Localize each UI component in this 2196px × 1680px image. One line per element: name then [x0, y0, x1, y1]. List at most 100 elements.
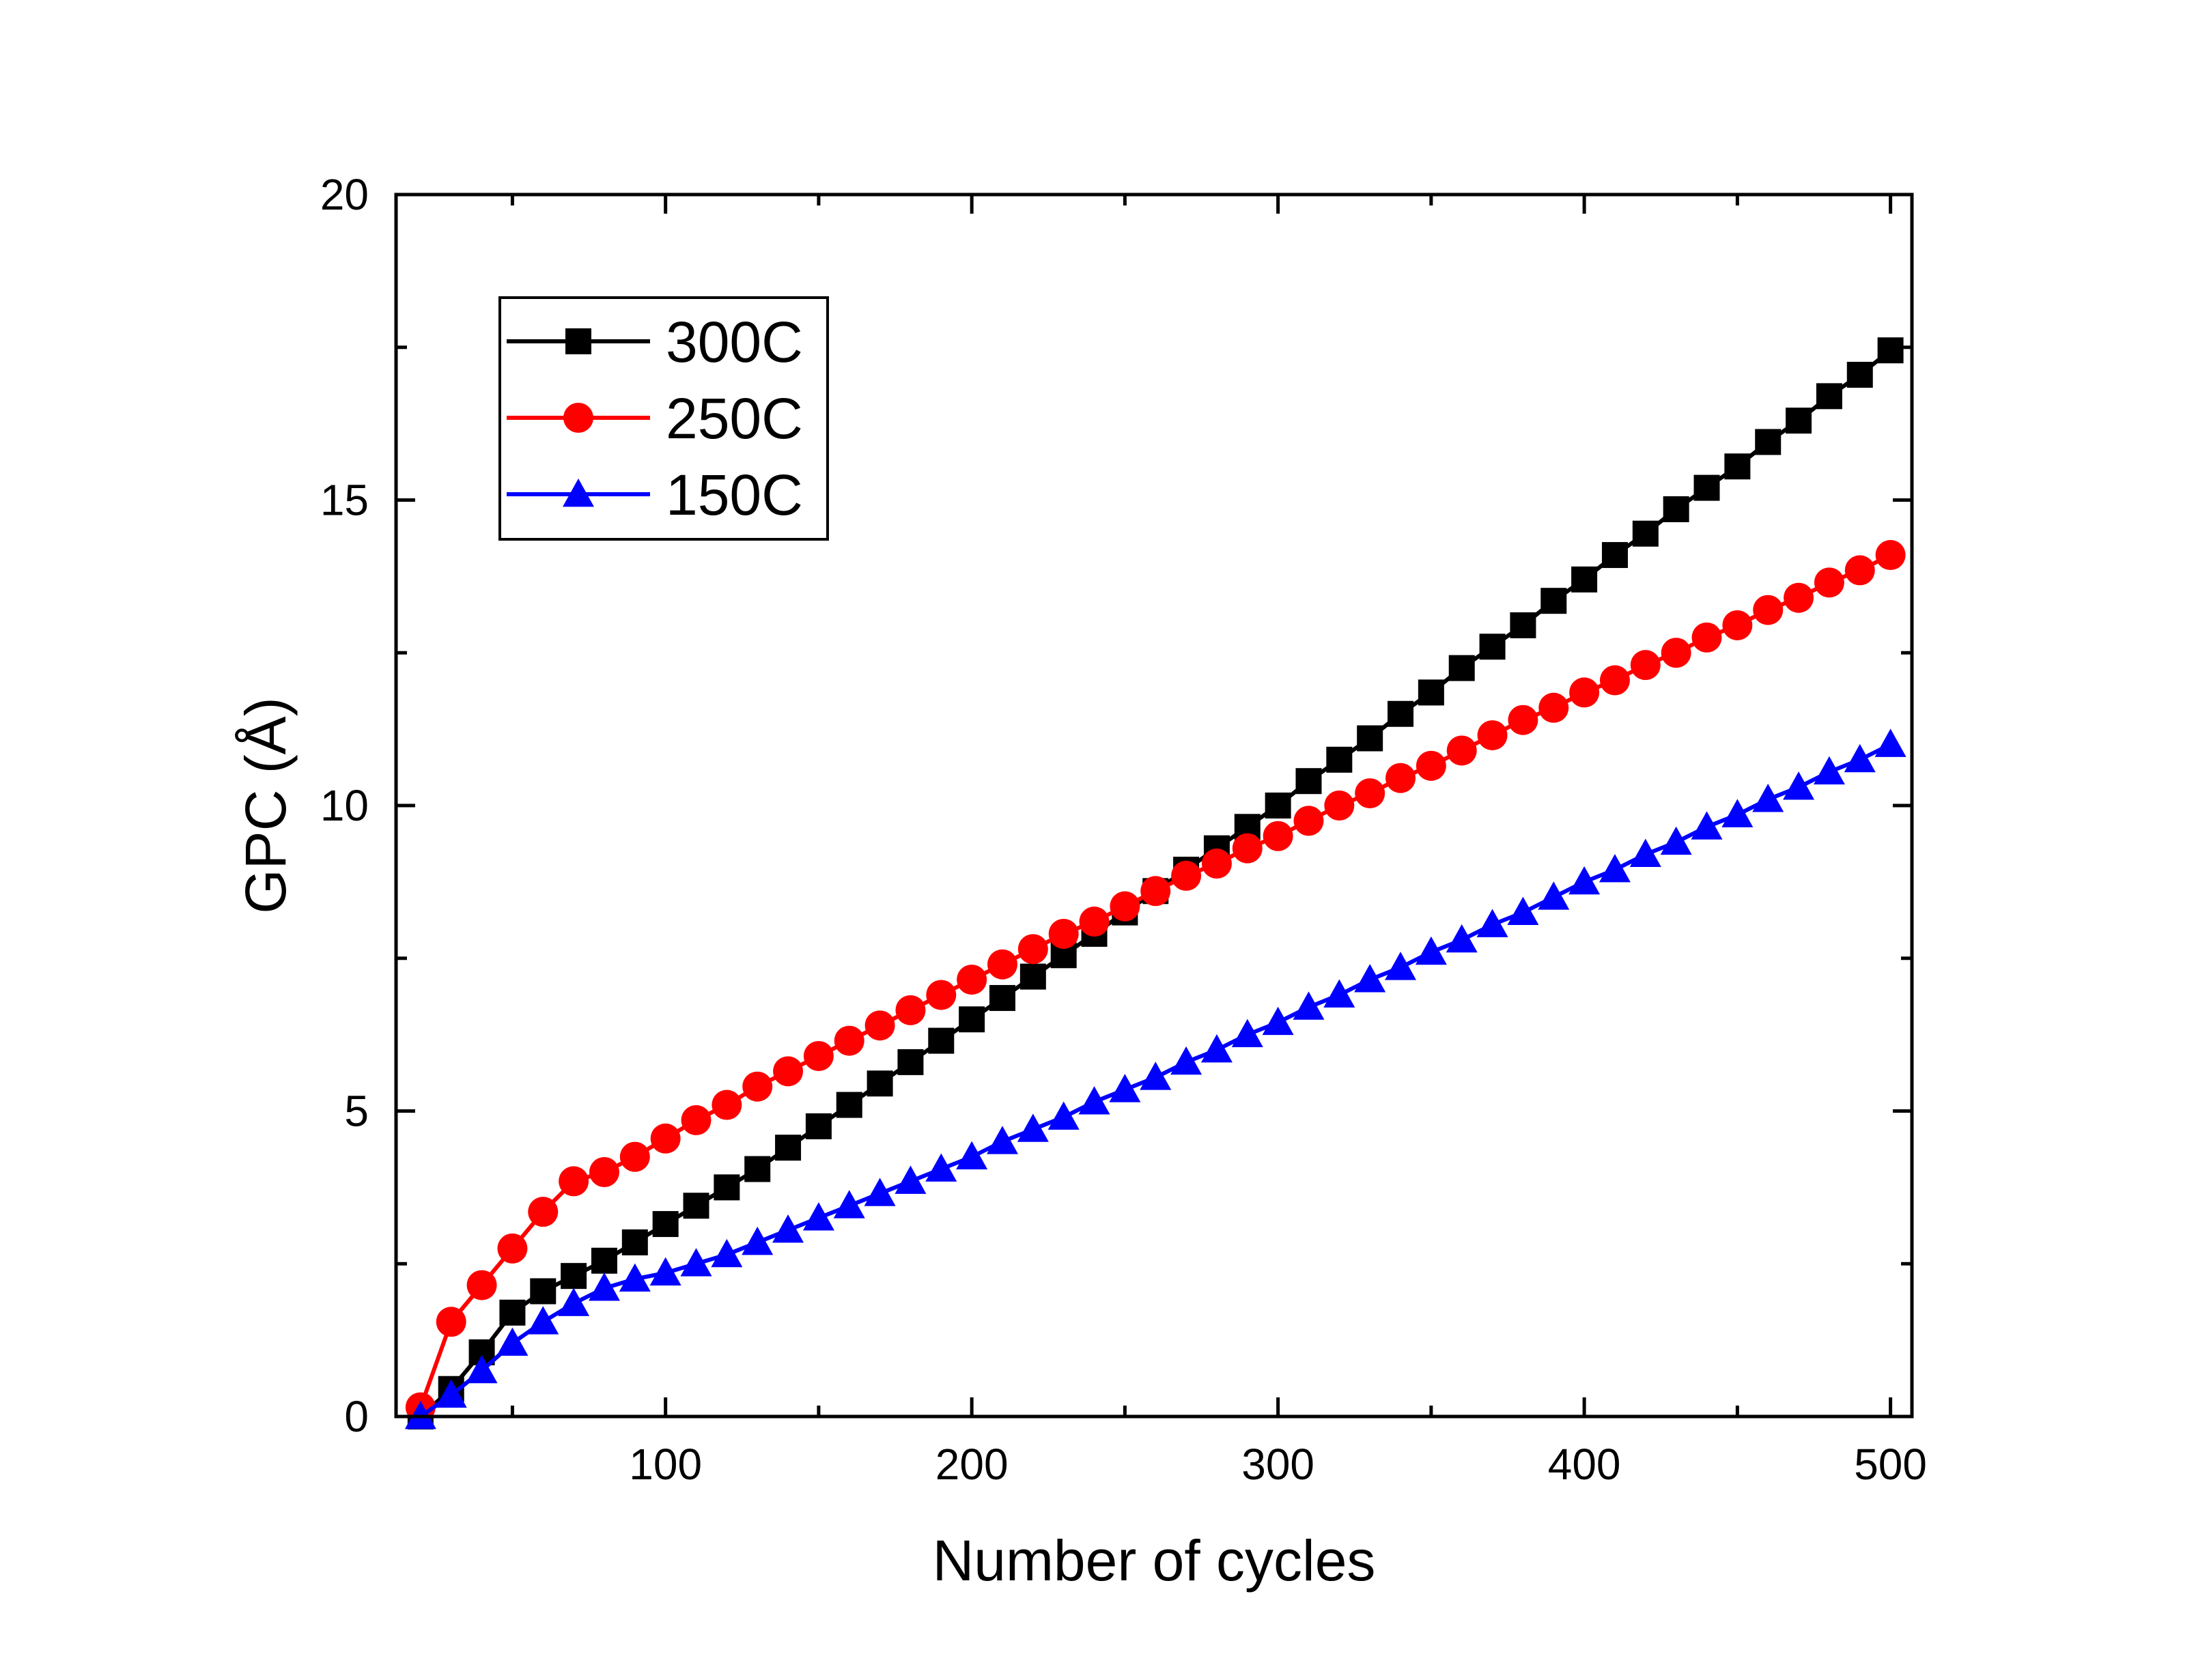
data-point-250C: [1140, 876, 1171, 907]
data-point-150C: [1017, 1113, 1049, 1142]
data-point-250C: [1875, 540, 1906, 571]
data-point-250C: [436, 1307, 466, 1337]
data-point-150C: [1140, 1062, 1172, 1090]
x-tick-label: 400: [1548, 1440, 1621, 1489]
data-point-250C: [1385, 763, 1416, 793]
data-point-300C: [989, 984, 1015, 1011]
data-point-250C: [957, 965, 987, 995]
data-point-250C: [1201, 849, 1232, 879]
data-point-300C: [1019, 963, 1046, 990]
data-point-250C: [1814, 567, 1844, 598]
data-point-150C: [1813, 756, 1845, 785]
data-point-250C: [1477, 720, 1508, 751]
legend-label-300C: 300C: [666, 310, 803, 374]
data-point-250C: [1416, 750, 1446, 781]
data-point-300C: [1540, 588, 1567, 614]
data-point-250C: [1017, 934, 1048, 965]
data-point-150C: [1446, 924, 1478, 953]
x-tick-label: 100: [629, 1440, 702, 1489]
data-point-250C: [1630, 650, 1661, 681]
data-point-150C: [1231, 1019, 1263, 1048]
data-point-250C: [497, 1233, 528, 1264]
data-point-150C: [496, 1327, 529, 1356]
data-point-150C: [1354, 964, 1386, 993]
legend-label-250C: 250C: [666, 386, 803, 451]
data-point-300C: [959, 1006, 985, 1033]
data-point-150C: [1476, 909, 1508, 937]
data-point-300C: [591, 1247, 617, 1274]
data-point-150C: [772, 1214, 804, 1243]
data-point-250C: [895, 995, 926, 1025]
data-point-150C: [1568, 866, 1601, 895]
data-point-300C: [561, 1263, 587, 1290]
data-point-250C: [1324, 791, 1355, 821]
legend-marker-250C: [563, 403, 593, 433]
data-point-300C: [1632, 520, 1659, 547]
data-point-250C: [1171, 860, 1202, 891]
data-point-150C: [1200, 1034, 1233, 1063]
data-point-250C: [1293, 806, 1324, 836]
data-point-150C: [558, 1287, 590, 1316]
data-point-150C: [895, 1165, 927, 1194]
legend: 300C 250C 150C: [498, 296, 829, 541]
data-point-250C: [773, 1056, 804, 1087]
data-point-150C: [1660, 826, 1692, 855]
data-point-300C: [652, 1211, 679, 1238]
legend-label-150C: 150C: [666, 463, 803, 527]
data-point-300C: [1265, 793, 1291, 818]
data-point-250C: [1844, 555, 1875, 586]
data-point-150C: [1415, 936, 1447, 965]
data-point-250C: [864, 1010, 895, 1041]
data-point-150C: [527, 1306, 559, 1335]
data-point-250C: [834, 1025, 864, 1056]
data-point-250C: [1538, 692, 1569, 723]
data-point-150C: [864, 1178, 896, 1206]
data-point-250C: [742, 1071, 773, 1102]
data-point-300C: [805, 1113, 832, 1139]
data-point-150C: [742, 1226, 774, 1255]
data-point-250C: [1110, 891, 1140, 922]
data-point-300C: [1846, 362, 1873, 388]
data-point-150C: [1385, 952, 1417, 980]
data-point-150C: [649, 1257, 681, 1286]
data-point-300C: [683, 1193, 709, 1219]
data-point-300C: [714, 1174, 740, 1201]
data-point-150C: [1109, 1074, 1141, 1102]
y-tick-label: 10: [320, 781, 369, 830]
data-point-150C: [1752, 784, 1784, 812]
data-point-250C: [1079, 907, 1110, 937]
data-point-300C: [1755, 429, 1782, 455]
data-point-300C: [621, 1229, 648, 1255]
data-point-150C: [956, 1141, 988, 1170]
data-point-250C: [681, 1105, 712, 1135]
legend-marker-150C: [563, 479, 594, 507]
data-point-250C: [1661, 638, 1691, 668]
series-150C: [404, 728, 1906, 1429]
data-point-150C: [1629, 838, 1661, 867]
data-point-150C: [1691, 811, 1723, 840]
data-point-300C: [836, 1092, 862, 1118]
data-point-300C: [1571, 566, 1598, 593]
data-point-300C: [1724, 453, 1751, 480]
data-point-250C: [1232, 833, 1263, 864]
data-point-300C: [1357, 725, 1383, 752]
data-point-150C: [1323, 979, 1355, 1008]
data-point-250C: [803, 1040, 834, 1071]
data-point-300C: [1693, 474, 1720, 501]
data-point-150C: [435, 1379, 467, 1408]
data-point-300C: [867, 1070, 893, 1097]
x-tick-label: 500: [1854, 1440, 1927, 1489]
data-point-250C: [1048, 918, 1079, 949]
x-tick-label: 200: [935, 1440, 1009, 1489]
data-point-250C: [1569, 677, 1600, 708]
data-point-250C: [1784, 582, 1814, 613]
data-point-300C: [1601, 542, 1628, 569]
data-point-150C: [619, 1263, 651, 1292]
data-point-250C: [589, 1157, 619, 1187]
y-tick-label: 5: [344, 1087, 369, 1136]
data-point-300C: [1388, 700, 1414, 727]
data-point-300C: [775, 1135, 802, 1161]
y-tick-label: 0: [344, 1392, 369, 1441]
